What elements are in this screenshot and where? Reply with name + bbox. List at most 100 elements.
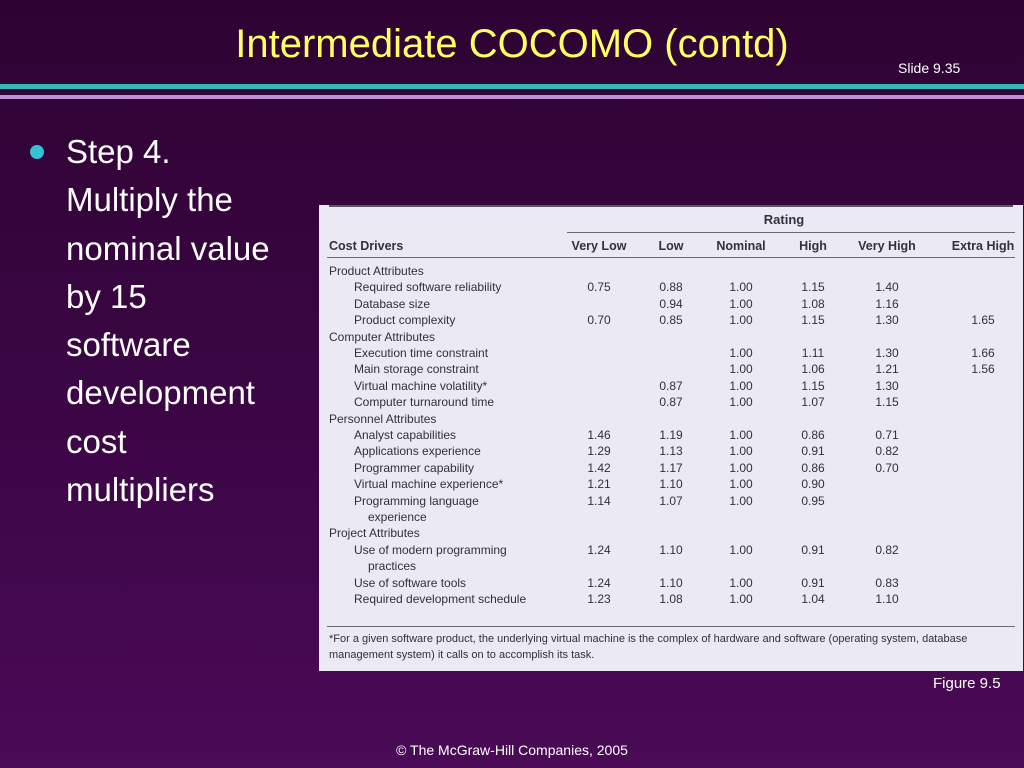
footnote-rule	[327, 626, 1015, 627]
column-header: Low	[658, 239, 684, 253]
multiplier-value: 0.70	[875, 460, 899, 475]
column-header: Very High	[858, 239, 916, 253]
column-header: Cost Drivers	[329, 239, 404, 253]
attribute-group-label: Product Attributes	[329, 264, 424, 278]
header-rule	[327, 257, 1015, 258]
cost-driver-label: Product complexity	[354, 313, 456, 328]
multiplier-value: 0.75	[587, 280, 611, 295]
multiplier-value: 1.10	[659, 542, 683, 557]
cost-driver-label: Virtual machine experience*	[354, 477, 504, 492]
cost-driver-label: Use of software tools	[354, 575, 467, 590]
cost-driver-label: Analyst capabilities	[354, 428, 457, 442]
multiplier-value: 1.11	[801, 346, 825, 360]
multiplier-value: 1.15	[801, 280, 825, 295]
multiplier-value: 0.87	[659, 395, 683, 410]
multiplier-value: 1.23	[587, 592, 611, 606]
multiplier-value: 0.70	[587, 313, 611, 328]
cost-driver-label: Computer turnaround time	[354, 395, 495, 410]
multiplier-value: 1.24	[587, 575, 611, 590]
title-divider-violet	[0, 95, 1024, 99]
multiplier-value: 1.21	[875, 362, 899, 377]
column-header: Nominal	[716, 239, 766, 253]
multiplier-value: 1.46	[587, 428, 611, 442]
multiplier-value: 0.83	[875, 575, 899, 590]
multiplier-value: 1.07	[659, 493, 683, 508]
multiplier-value: 0.88	[659, 280, 683, 295]
multiplier-value: 1.10	[659, 477, 683, 492]
multiplier-value: 1.21	[587, 477, 611, 492]
multiplier-value: 1.65	[971, 313, 995, 328]
cost-driver-label: Use of modern programming	[354, 542, 507, 557]
multiplier-value: 1.16	[875, 296, 899, 311]
multiplier-value: 1.04	[801, 592, 825, 606]
attribute-group-label: Personnel Attributes	[329, 411, 437, 426]
multiplier-value: 1.08	[659, 592, 683, 606]
multiplier-value: 1.00	[729, 362, 753, 377]
multiplier-value: 1.15	[801, 313, 825, 328]
multiplier-value: 1.30	[875, 313, 899, 328]
multiplier-value: 1.24	[587, 542, 611, 557]
multiplier-value: 1.15	[801, 378, 825, 393]
multiplier-value: 1.00	[729, 428, 753, 442]
cost-driver-label: Programmer capability	[354, 460, 475, 475]
figure-caption: Figure 9.5	[933, 675, 1001, 692]
cost-driver-label-continued: experience	[368, 510, 427, 524]
multiplier-value: 1.00	[729, 575, 753, 590]
multiplier-value: 1.08	[801, 296, 825, 311]
multiplier-value: 0.87	[659, 378, 683, 393]
slide-title: Intermediate COCOMO (contd)	[235, 22, 789, 66]
cost-driver-label: Applications experience	[354, 444, 481, 459]
attribute-group-label: Computer Attributes	[329, 329, 436, 344]
column-header: High	[799, 239, 827, 253]
multiplier-value: 1.10	[659, 575, 683, 590]
multiplier-value: 1.00	[729, 313, 753, 328]
multiplier-value: 1.00	[729, 477, 753, 492]
rating-rule	[567, 232, 1015, 233]
table-footnote: *For a given software product, the under…	[329, 633, 968, 661]
multiplier-value: 0.94	[659, 296, 683, 311]
multiplier-value: 1.17	[659, 460, 683, 475]
cost-driver-label: Database size	[354, 296, 431, 311]
multiplier-value: 1.30	[875, 378, 899, 393]
multiplier-value: 0.82	[875, 444, 899, 459]
cost-drivers-table: Rating Cost Drivers Very Low Low Nominal Hig…	[319, 205, 1023, 671]
multiplier-value: 1.30	[875, 346, 899, 360]
column-header: Extra High	[951, 239, 1015, 253]
multiplier-value: 1.56	[971, 362, 995, 377]
cost-driver-label: Programming language	[354, 493, 479, 508]
multiplier-value: 1.00	[729, 280, 753, 295]
table-top-rule	[329, 205, 1013, 207]
multiplier-value: 0.91	[801, 542, 825, 557]
multiplier-value: 1.10	[875, 592, 899, 606]
multiplier-value: 1.07	[801, 395, 825, 410]
multiplier-value: 0.86	[801, 460, 825, 475]
multiplier-value: 0.91	[801, 444, 825, 459]
multiplier-value: 1.00	[729, 378, 753, 393]
multiplier-value: 1.00	[729, 460, 753, 475]
multiplier-value: 1.00	[729, 296, 753, 311]
cost-driver-label: Required software reliability	[354, 280, 502, 295]
multiplier-value: 1.40	[875, 280, 899, 295]
multiplier-value: 1.14	[587, 493, 611, 508]
cost-driver-label: Main storage constraint	[354, 362, 479, 377]
copyright-footer: © The McGraw-Hill Companies, 2005	[396, 742, 628, 758]
multiplier-value: 1.13	[659, 444, 683, 459]
column-header: Very Low	[571, 239, 627, 253]
rating-header: Rating	[763, 212, 805, 227]
multiplier-value: 0.91	[801, 575, 825, 590]
multiplier-value: 1.00	[729, 542, 753, 557]
multiplier-value: 1.42	[587, 460, 611, 475]
multiplier-value: 0.71	[875, 428, 899, 442]
multiplier-value: 1.66	[971, 346, 995, 360]
slide-number: Slide 9.35	[898, 60, 961, 76]
cost-driver-label: Virtual machine volatility*	[354, 378, 488, 393]
multiplier-value: 1.29	[587, 444, 611, 459]
multiplier-value: 1.00	[729, 346, 753, 360]
multiplier-value: 1.00	[729, 395, 753, 410]
multiplier-value: 1.19	[659, 428, 683, 442]
cost-driver-label: Required development schedule	[354, 592, 527, 606]
multiplier-value: 0.90	[801, 477, 825, 492]
multiplier-value: 0.95	[801, 493, 825, 508]
multiplier-value: 1.00	[729, 493, 753, 508]
multiplier-value: 0.82	[875, 542, 899, 557]
